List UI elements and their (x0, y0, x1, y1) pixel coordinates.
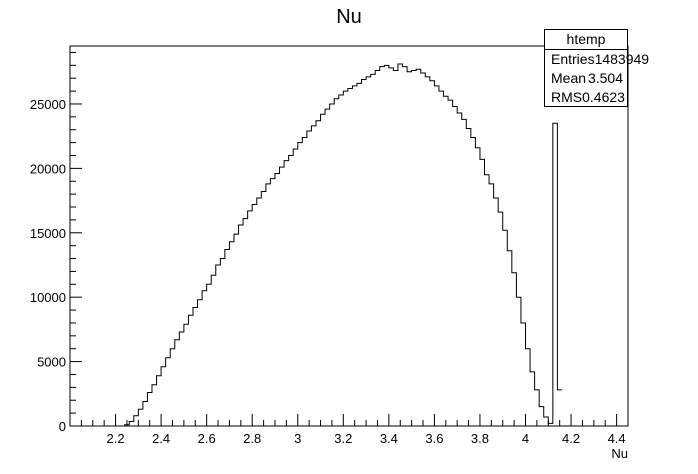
x-tick-label: 4 (522, 431, 529, 446)
x-axis-title: Nu (611, 446, 628, 461)
x-tick-label: 4.4 (608, 431, 626, 446)
x-tick-label: 2.2 (107, 431, 125, 446)
stats-box-title: htemp (545, 30, 627, 50)
x-tick-label: 2.8 (243, 431, 261, 446)
stats-mean-row: Mean 3.504 (545, 69, 627, 88)
stats-rms-row: RMS 0.4623 (545, 88, 627, 107)
stats-mean-label: Mean (551, 70, 587, 86)
y-tick-label: 10000 (30, 290, 66, 305)
y-tick-label: 5000 (37, 355, 66, 370)
plot-frame (69, 45, 629, 427)
x-tick-label: 3.2 (334, 431, 352, 446)
chart-title: Nu (336, 6, 362, 28)
stats-entries-row: Entries 1483949 (545, 50, 649, 69)
x-tick-label: 3 (294, 431, 301, 446)
y-tick-label: 20000 (30, 161, 66, 176)
stats-mean-value: 3.504 (587, 70, 623, 86)
x-tick-label: 2.6 (198, 431, 216, 446)
stats-entries-value: 1483949 (594, 51, 650, 67)
x-tick-label: 3.8 (471, 431, 489, 446)
y-axis: 0 5000 10000 15000 20000 25000 (30, 51, 82, 434)
stats-rms-label: RMS (551, 89, 583, 105)
stats-entries-label: Entries (551, 51, 595, 67)
x-axis: 2.2 2.4 2.6 2.8 3 3.2 3.4 3.6 3.8 4 4.2 4.4 (69, 414, 629, 446)
x-tick-label: 2.4 (152, 431, 170, 446)
x-tick-label: 4.2 (562, 431, 580, 446)
histogram-series (124, 63, 562, 426)
x-tick-label: 3.6 (425, 431, 443, 446)
y-tick-label: 15000 (30, 226, 66, 241)
y-tick-label: 0 (59, 419, 66, 434)
x-tick-label: 3.4 (380, 431, 398, 446)
y-tick-label: 25000 (30, 97, 66, 112)
stats-box: htemp Entries 1483949 Mean 3.504 RMS 0.4… (544, 29, 649, 107)
stats-rms-value: 0.4623 (582, 89, 625, 105)
